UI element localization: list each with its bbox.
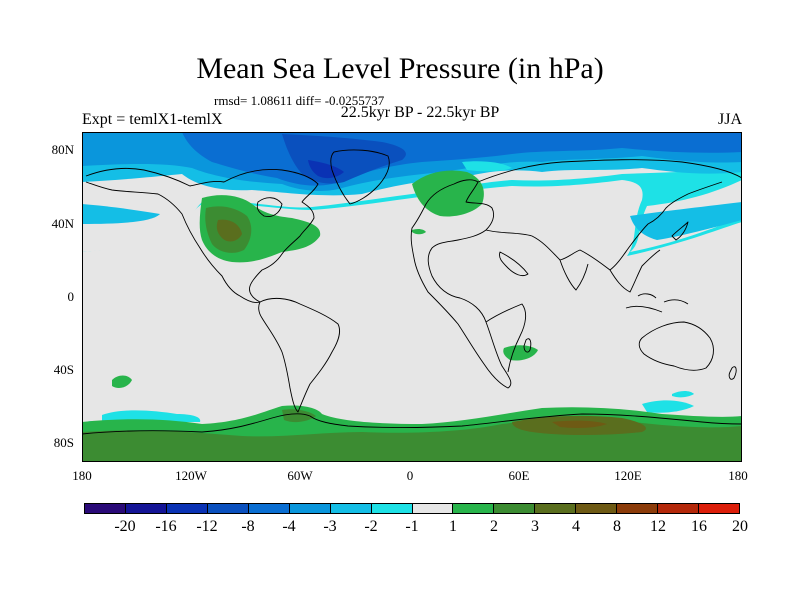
- legend-label: -4: [282, 518, 296, 535]
- lat-tick-0: 0: [67, 289, 75, 304]
- antarctic-olive-west: [282, 409, 316, 423]
- season-label: JJA: [717, 111, 742, 128]
- legend-swatch: [85, 504, 126, 513]
- north-america-brown: [216, 219, 242, 242]
- map-title: Mean Sea Level Pressure (in hPa): [196, 52, 604, 85]
- legend-label: 3: [531, 518, 539, 535]
- europe-green: [412, 170, 484, 217]
- lat-tick-80s: 80S: [53, 435, 74, 450]
- legend-label: -1: [405, 518, 419, 535]
- south-cyan-patch: [102, 410, 201, 422]
- coast-antarctica: [82, 413, 742, 435]
- coast-north-america: [85, 167, 319, 303]
- coast-asia: [477, 159, 742, 271]
- coast-indonesia: [625, 293, 689, 313]
- legend-swatch: [494, 504, 536, 513]
- legend-label: -3: [323, 518, 337, 535]
- coast-madagascar: [523, 338, 532, 353]
- legend-label: -2: [364, 518, 378, 535]
- coast-south-america: [258, 297, 341, 413]
- north-cyan-patch-arctic: [462, 161, 512, 172]
- legend-label: 4: [572, 518, 580, 535]
- legend-swatch: [371, 504, 413, 513]
- lon-tick-0: 0: [406, 468, 414, 483]
- legend-swatch: [617, 504, 659, 513]
- legend-swatch: [412, 504, 454, 513]
- lat-tick-80n: 80N: [51, 142, 74, 157]
- period-label: 22.5kyr BP - 22.5kyr BP: [340, 104, 500, 121]
- coast-africa-east: [485, 303, 527, 373]
- legend-swatch: [535, 504, 577, 513]
- lon-tick-120e: 120E: [614, 468, 642, 483]
- coastlines: [82, 149, 742, 435]
- legend-swatch: [658, 504, 700, 513]
- legend-swatch: [576, 504, 618, 513]
- map-frame: [82, 132, 742, 462]
- color-legend: [84, 503, 740, 514]
- legend-label: 20: [732, 518, 748, 535]
- legend-swatch: [699, 504, 739, 513]
- lon-tick-60w: 60W: [287, 468, 313, 483]
- north-navy-core: [308, 160, 344, 179]
- coast-new-zealand: [728, 366, 737, 380]
- lon-tick-60e: 60E: [508, 468, 530, 483]
- south-pacific-green: [112, 375, 132, 388]
- legend-swatch: [207, 504, 249, 513]
- legend-label: 12: [650, 518, 666, 535]
- lon-tick-120w: 120W: [175, 468, 207, 483]
- lon-tick-180e: 180: [728, 468, 748, 483]
- legend-label: -16: [155, 518, 177, 535]
- legend-swatch: [289, 504, 331, 513]
- north-lightblue-band-west: [82, 204, 160, 224]
- legend-label: -8: [241, 518, 255, 535]
- coast-greenland: [330, 149, 390, 205]
- legend-label: 16: [691, 518, 707, 535]
- legend-swatch: [453, 504, 495, 513]
- legend-swatch: [330, 504, 372, 513]
- coast-arabia: [499, 251, 529, 277]
- stats-text: rmsd= 1.08611 diff= -0.0255737: [214, 93, 385, 108]
- coast-india: [559, 259, 589, 291]
- legend-label: 2: [490, 518, 498, 535]
- lat-tick-40s: 40S: [53, 362, 74, 377]
- north-lightblue-band-east: [630, 202, 742, 240]
- lon-tick-180w: 180: [72, 468, 92, 483]
- antarctic-darkbrown: [552, 420, 607, 428]
- coast-japan: [671, 221, 689, 241]
- legend-swatch: [166, 504, 208, 513]
- legend-swatch: [248, 504, 290, 513]
- legend-label: -12: [196, 518, 218, 535]
- legend-label: 1: [449, 518, 457, 535]
- coast-se-asia: [609, 249, 661, 293]
- legend-label: -20: [114, 518, 136, 535]
- legend-label: 8: [613, 518, 621, 535]
- coast-hudson-bay: [256, 197, 283, 217]
- lat-tick-40n: 40N: [51, 216, 74, 231]
- legend-swatch: [125, 504, 167, 513]
- europe-green-small: [412, 228, 426, 235]
- experiment-label: Expt = temlX1-temlX: [82, 111, 223, 128]
- coast-australia: [638, 321, 714, 371]
- south-cyan-patch-2: [642, 400, 694, 413]
- south-cyan-patch-3: [672, 391, 694, 398]
- pressure-map: [82, 132, 742, 462]
